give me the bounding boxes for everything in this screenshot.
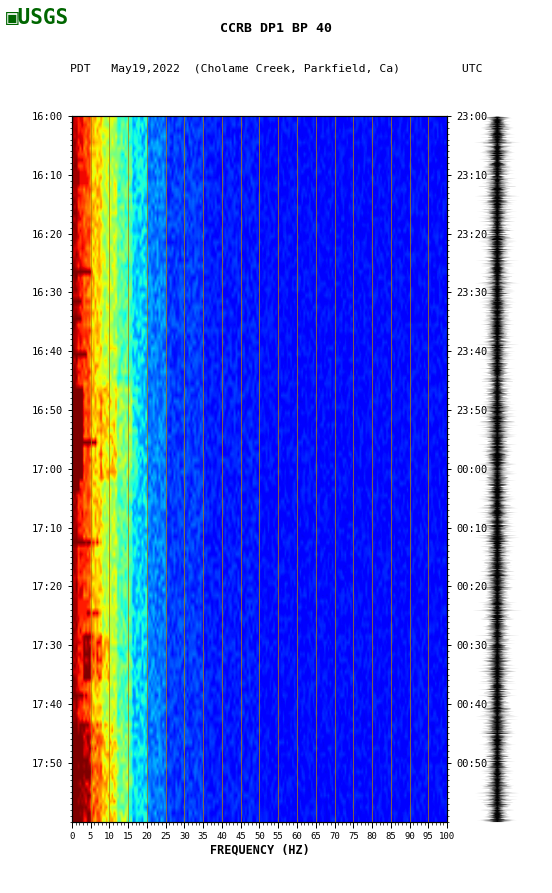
Text: ▣USGS: ▣USGS	[6, 8, 68, 28]
Text: CCRB DP1 BP 40: CCRB DP1 BP 40	[220, 21, 332, 35]
X-axis label: FREQUENCY (HZ): FREQUENCY (HZ)	[210, 844, 309, 856]
Text: PDT   May19,2022  (Cholame Creek, Parkfield, Ca)         UTC: PDT May19,2022 (Cholame Creek, Parkfield…	[70, 64, 482, 74]
